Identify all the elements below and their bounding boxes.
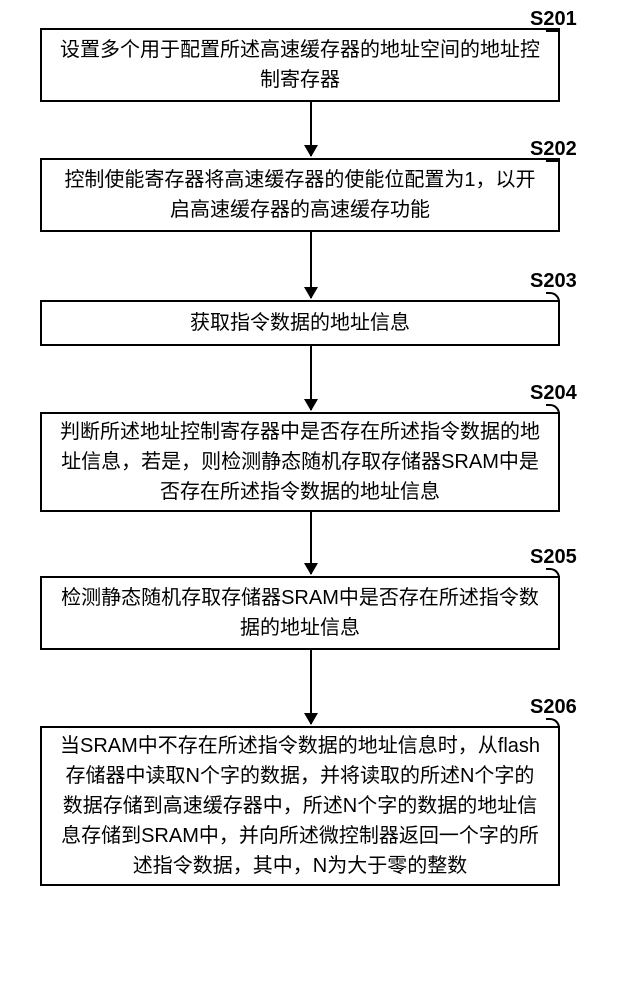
flowchart-step-label: S206 [530,696,577,719]
label-connector-curve [546,718,560,728]
flowchart-step-s202: 控制使能寄存器将高速缓存器的使能位配置为1，以开启高速缓存器的高速缓存功能 [40,158,560,232]
flowchart-step-s206: 当SRAM中不存在所述指令数据的地址信息时，从flash存储器中读取N个字的数据… [40,726,560,886]
flowchart-step-s203: 获取指令数据的地址信息 [40,300,560,346]
flowchart-step-s205: 检测静态随机存取存储器SRAM中是否存在所述指令数据的地址信息 [40,576,560,650]
flowchart-step-label: S202 [530,138,577,161]
flowchart-step-text: 获取指令数据的地址信息 [190,308,410,338]
flowchart-step-text: 判断所述地址控制寄存器中是否存在所述指令数据的地址信息，若是，则检测静态随机存取… [58,417,542,507]
flowchart-step-label: S205 [530,546,577,569]
label-connector-curve [546,160,560,162]
flowchart-step-label: S201 [530,8,577,31]
flowchart-step-label: S204 [530,382,577,405]
flowchart-step-text: 检测静态随机存取存储器SRAM中是否存在所述指令数据的地址信息 [58,583,542,643]
label-connector-curve [546,292,560,302]
label-connector-curve [546,568,560,578]
flowchart-step-text: 当SRAM中不存在所述指令数据的地址信息时，从flash存储器中读取N个字的数据… [58,731,542,881]
flowchart-step-s204: 判断所述地址控制寄存器中是否存在所述指令数据的地址信息，若是，则检测静态随机存取… [40,412,560,512]
label-connector-curve [546,404,560,414]
label-connector-curve [546,30,560,32]
flowchart-step-s201: 设置多个用于配置所述高速缓存器的地址空间的地址控制寄存器 [40,28,560,102]
flowchart-arrow [310,102,312,156]
flowchart-step-text: 设置多个用于配置所述高速缓存器的地址空间的地址控制寄存器 [58,35,542,95]
flowchart-arrow [310,346,312,410]
flowchart-step-text: 控制使能寄存器将高速缓存器的使能位配置为1，以开启高速缓存器的高速缓存功能 [58,165,542,225]
flowchart-step-label: S203 [530,270,577,293]
flowchart-arrow [310,650,312,724]
flowchart-arrow [310,232,312,298]
flowchart-arrow [310,512,312,574]
